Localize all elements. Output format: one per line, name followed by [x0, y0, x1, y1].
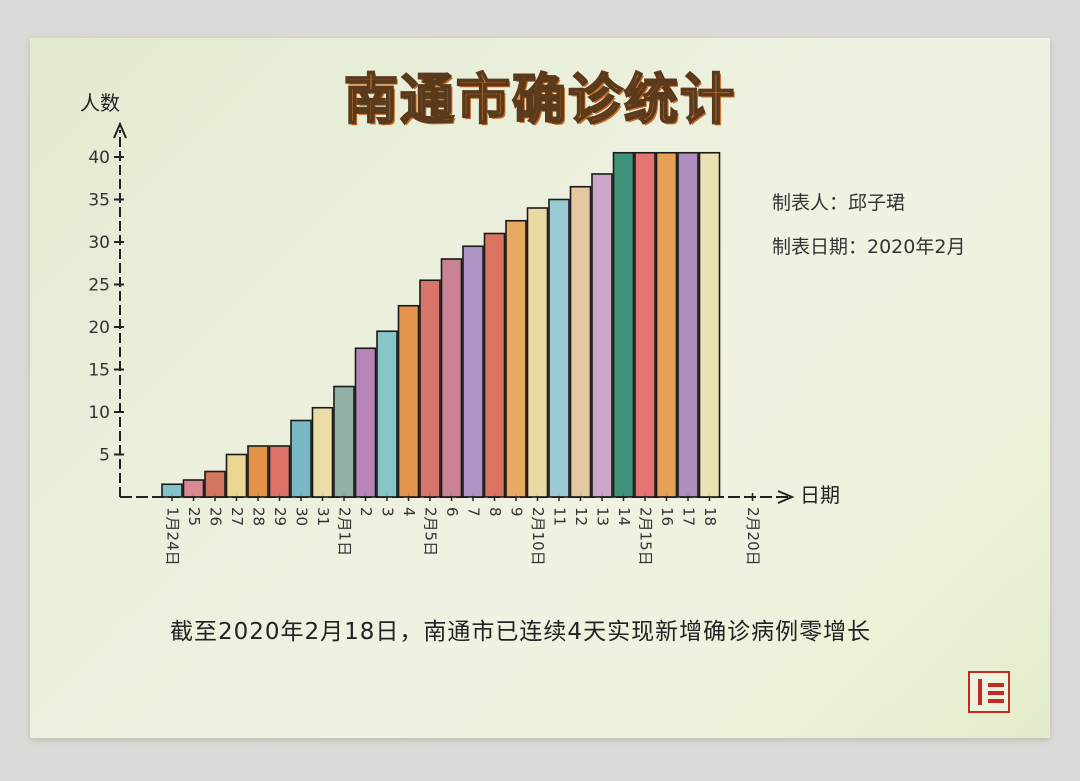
x-tick-label: 7 — [465, 507, 483, 517]
y-axis-arrow — [113, 121, 127, 139]
bar-4 — [247, 445, 269, 498]
x-tick-label: 12 — [572, 507, 590, 526]
bar-10 — [376, 330, 398, 498]
author-label: 制表人：邱子珺 — [772, 192, 906, 214]
x-tick-label: 28 — [250, 507, 268, 526]
bar-18 — [548, 198, 570, 498]
x-tick-label: 4 — [400, 507, 418, 517]
x-tick-label: 13 — [594, 507, 612, 526]
date-label: 制表日期：2020年2月 — [772, 236, 966, 258]
x-tick-label: 2月10日 — [529, 507, 547, 566]
x-tick-label: 17 — [680, 507, 698, 526]
x-axis-arrow — [777, 490, 795, 504]
x-tick-label: 18 — [701, 507, 719, 526]
x-tick-label: 1月24日 — [164, 507, 182, 566]
bar-13 — [440, 258, 463, 498]
x-tick-label: 2月1日 — [336, 507, 354, 556]
bar-2 — [204, 470, 226, 498]
bar-23 — [655, 151, 678, 498]
bar-6 — [290, 419, 312, 498]
bar-24 — [677, 151, 699, 498]
bar-22 — [634, 151, 656, 498]
x-tick-label: 9 — [508, 507, 526, 517]
bar-16 — [505, 219, 527, 498]
chart-title: 南通市确诊统计 — [343, 67, 736, 132]
x-tick-label: 25 — [185, 507, 203, 526]
y-tick-label: 40 — [88, 148, 110, 168]
red-seal-stamp — [968, 671, 1010, 713]
x-tick-label: 3 — [379, 507, 397, 517]
y-tick-label: 20 — [88, 318, 110, 338]
x-tick-label: 2 — [357, 507, 375, 517]
bar-0 — [161, 483, 183, 498]
x-tick-label: 31 — [314, 507, 332, 526]
x-tick-label: 29 — [271, 507, 289, 526]
bar-19 — [569, 185, 592, 498]
bar-7 — [311, 406, 334, 498]
x-tick-label: 16 — [658, 507, 676, 526]
bar-1 — [182, 479, 205, 498]
bar-14 — [462, 245, 484, 498]
footnote-text: 截至2020年2月18日，南通市已连续4天实现新增确诊病例零增长 — [170, 619, 872, 645]
y-tick-label: 30 — [88, 233, 110, 253]
bar-15 — [483, 232, 506, 498]
x-tick-label: 27 — [228, 507, 246, 526]
y-tick-label: 15 — [88, 361, 110, 381]
x-tick-label: 26 — [207, 507, 225, 526]
bar-17 — [526, 207, 549, 498]
x-tick-label: 2月5日 — [422, 507, 440, 556]
bar-3 — [225, 453, 248, 498]
bar-8 — [333, 385, 355, 498]
y-tick-label: 35 — [88, 191, 110, 211]
x-tick-label: 2月15日 — [637, 507, 655, 566]
bar-20 — [591, 173, 613, 498]
y-tick-label: 25 — [88, 276, 110, 296]
x-tick-label: 8 — [486, 507, 504, 517]
bar-25 — [698, 151, 721, 498]
x-tick-label: 30 — [293, 507, 311, 526]
y-axis-label: 人数 — [80, 91, 120, 115]
bar-21 — [612, 151, 635, 498]
bar-12 — [419, 279, 441, 498]
x-tick-label: 11 — [551, 507, 569, 526]
x-tick-label: 14 — [615, 507, 633, 526]
x-tick-label: 6 — [443, 507, 461, 517]
bar-5 — [268, 445, 291, 498]
y-tick-label: 10 — [88, 403, 110, 423]
bar-9 — [354, 347, 377, 498]
x-tick-label: 2月20日 — [744, 507, 762, 566]
x-axis-label: 日期 — [800, 483, 840, 507]
bar-11 — [397, 304, 420, 498]
y-tick-label: 5 — [99, 446, 110, 466]
